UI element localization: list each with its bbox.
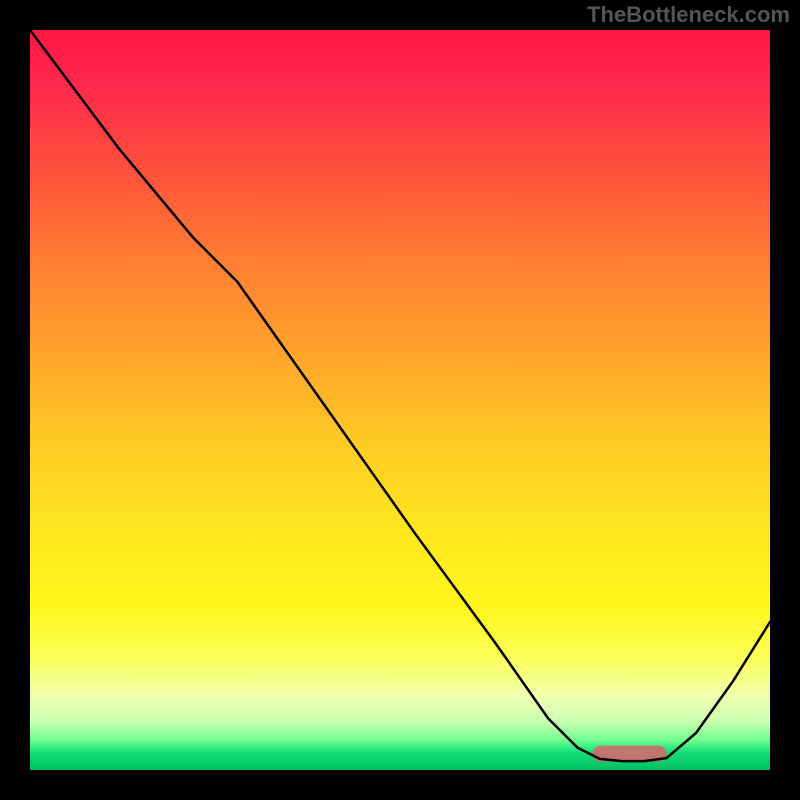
bottleneck-chart — [0, 0, 800, 800]
watermark-text: TheBottleneck.com — [587, 2, 790, 28]
plot-gradient — [30, 30, 770, 770]
